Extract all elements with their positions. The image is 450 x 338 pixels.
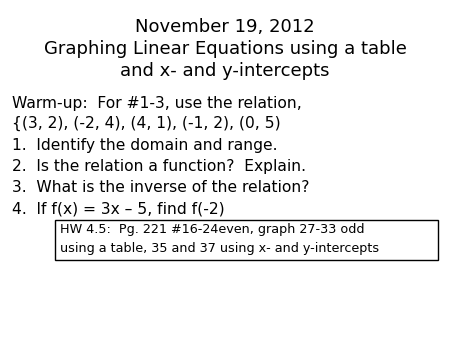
Text: 2.  Is the relation a function?  Explain.: 2. Is the relation a function? Explain. <box>12 159 306 174</box>
Text: {(3, 2), (-2, 4), (4, 1), (-1, 2), (0, 5): {(3, 2), (-2, 4), (4, 1), (-1, 2), (0, 5… <box>12 116 281 131</box>
Text: 3.  What is the inverse of the relation?: 3. What is the inverse of the relation? <box>12 180 310 195</box>
Text: HW 4.5:  Pg. 221 #16-24even, graph 27-33 odd: HW 4.5: Pg. 221 #16-24even, graph 27-33 … <box>60 223 365 236</box>
Text: November 19, 2012: November 19, 2012 <box>135 18 315 36</box>
Text: and x- and y-intercepts: and x- and y-intercepts <box>120 62 330 80</box>
FancyBboxPatch shape <box>55 220 438 260</box>
Text: using a table, 35 and 37 using x- and y-intercepts: using a table, 35 and 37 using x- and y-… <box>60 242 379 255</box>
Text: Warm-up:  For #1-3, use the relation,: Warm-up: For #1-3, use the relation, <box>12 96 302 111</box>
Text: 4.  If f(x) = 3x – 5, find f(-2): 4. If f(x) = 3x – 5, find f(-2) <box>12 201 225 216</box>
Text: 1.  Identify the domain and range.: 1. Identify the domain and range. <box>12 138 278 153</box>
Text: Graphing Linear Equations using a table: Graphing Linear Equations using a table <box>44 40 406 58</box>
